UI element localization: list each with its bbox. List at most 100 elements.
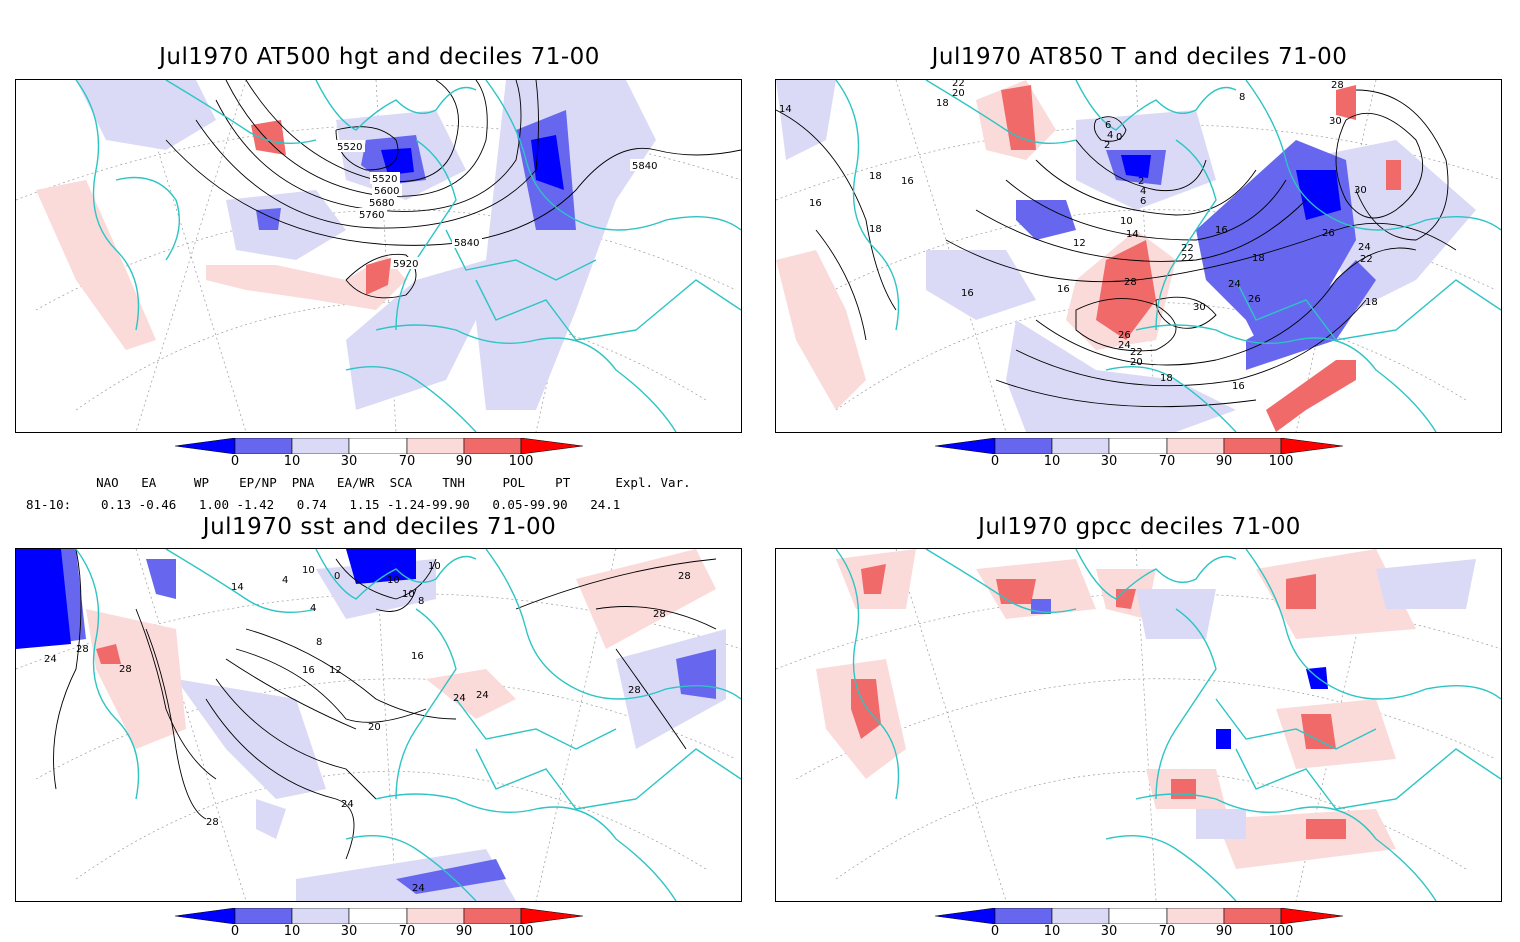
contour-labels: 5520 5520 5600 5680 5760 5840 5840 5920	[335, 140, 660, 270]
contour-label: 2	[1138, 176, 1144, 187]
shade-medium-red	[1286, 574, 1316, 609]
contour-label: 4	[282, 575, 288, 586]
colorbar-label: 30	[1100, 924, 1118, 939]
colorbar-label: 90	[1215, 924, 1233, 939]
shade-light-blue	[296, 849, 516, 901]
contour-label: 16	[901, 176, 914, 187]
shade-light-blue	[776, 80, 836, 160]
contour-labels: 4 10 0 10 4 10 10 14 8 28 28 28 24 28 16…	[44, 561, 691, 894]
shade-medium-red	[1306, 819, 1346, 839]
contour-label: 22	[1130, 347, 1143, 358]
contour-label: 28	[1331, 80, 1344, 91]
contour-label: 16	[302, 665, 315, 676]
colorbar-label: 90	[455, 924, 473, 939]
contour-label: 20	[1130, 357, 1143, 368]
contour-label: 5840	[454, 238, 479, 249]
shade-light-blue	[256, 799, 286, 839]
contour-label: 5840	[632, 161, 657, 172]
contour-label: 26	[1322, 228, 1335, 239]
contour-label: 4	[1140, 186, 1146, 197]
colorbar-label: 10	[1043, 924, 1061, 939]
map-panel-sst: 4 10 0 10 4 10 10 14 8 28 28 28 24 28 16…	[15, 548, 742, 902]
colorbar-hgt: 0 10 30 70 90 100	[175, 438, 585, 472]
shade-medium-blue	[1031, 599, 1051, 614]
colorbar-gpcc: 0 10 30 70 90 100	[935, 908, 1345, 942]
contour-label: 10	[428, 561, 441, 572]
shade-dark-blue	[16, 549, 71, 649]
shade-medium-blue	[1016, 200, 1076, 240]
map-panel-gpcc	[775, 548, 1502, 902]
contour-lines	[53, 549, 717, 860]
contour-lines	[165, 80, 741, 299]
decile-shading	[776, 80, 1476, 432]
contour-lines	[776, 89, 1457, 408]
contour-label: 24	[476, 690, 489, 701]
contour-label: 8	[1239, 92, 1245, 103]
contour-label: 10	[402, 589, 415, 600]
shade-medium-blue	[146, 559, 176, 599]
contour-label: 6	[1140, 196, 1146, 207]
shade-medium-red	[1171, 779, 1196, 799]
shade-medium-red	[1096, 240, 1156, 340]
contour-label: 28	[206, 817, 219, 828]
contour-label: 5920	[393, 259, 418, 270]
colorbar-label: 10	[1043, 454, 1061, 469]
panel-title-hgt: Jul1970 AT500 hgt and deciles 71-00	[159, 44, 600, 70]
colorbar-label: 70	[1158, 454, 1176, 469]
colorbar-label: 70	[1158, 924, 1176, 939]
shade-dark-blue	[346, 549, 416, 584]
panel-title-gpcc: Jul1970 gpcc deciles 71-00	[978, 514, 1301, 540]
shade-medium-blue	[256, 208, 281, 230]
contour-label: 2	[1104, 140, 1110, 151]
contour-label: 4	[310, 603, 316, 614]
shade-medium-red	[96, 644, 121, 664]
colorbar-label: 90	[1215, 454, 1233, 469]
shade-light-red	[1276, 699, 1396, 769]
colorbar-label: 30	[1100, 454, 1118, 469]
colorbar-label: 10	[283, 924, 301, 939]
contour-label: 18	[1365, 297, 1378, 308]
colorbar-label: 100	[508, 924, 534, 939]
contour-label: 20	[368, 722, 381, 733]
colorbar-label: 30	[340, 924, 358, 939]
shade-light-blue	[1196, 809, 1246, 839]
land-coastlines	[835, 80, 1501, 432]
contour-label: 5520	[372, 174, 397, 185]
shade-light-blue	[926, 250, 1036, 320]
shade-light-red	[36, 180, 156, 350]
land-coastlines	[835, 549, 1501, 901]
contour-label: 8	[316, 637, 322, 648]
contour-label: 12	[1073, 238, 1086, 249]
colorbar-label: 0	[230, 924, 240, 939]
contour-label: 8	[418, 596, 424, 607]
contour-label: 28	[628, 685, 641, 696]
contour-label: 18	[936, 98, 949, 109]
shade-light-blue	[1376, 559, 1476, 609]
colorbar-sst: 0 10 30 70 90 100	[175, 908, 585, 942]
contour-label: 12	[329, 665, 342, 676]
shade-medium-red	[1386, 160, 1401, 190]
contour-labels: 14 22 20 18 8 6 4 2 0 28 30 16 18 16 18 …	[779, 80, 1378, 392]
contour-label: 30	[1329, 116, 1342, 127]
shade-medium-red	[366, 258, 391, 295]
colorbar-label: 10	[283, 454, 301, 469]
contour-label: 5760	[359, 210, 384, 221]
contour-label: 28	[76, 644, 89, 655]
contour-label: 16	[809, 198, 822, 209]
contour-label: 24	[412, 883, 425, 894]
contour-label: 18	[869, 171, 882, 182]
shade-light-red	[1256, 549, 1416, 639]
map-panel-t850: 14 22 20 18 8 6 4 2 0 28 30 16 18 16 18 …	[775, 79, 1502, 433]
contour-label: 16	[961, 288, 974, 299]
contour-label: 28	[1124, 277, 1137, 288]
contour-label: 24	[44, 654, 57, 665]
colorbar-label: 100	[508, 454, 534, 469]
decile-shading	[16, 549, 726, 901]
decile-shading	[816, 549, 1476, 869]
contour-label: 5680	[369, 198, 394, 209]
shade-light-blue	[176, 679, 326, 799]
colorbar-label: 0	[230, 454, 240, 469]
shade-light-red	[776, 250, 866, 410]
shade-light-red	[576, 549, 716, 649]
contour-label: 24	[453, 693, 466, 704]
